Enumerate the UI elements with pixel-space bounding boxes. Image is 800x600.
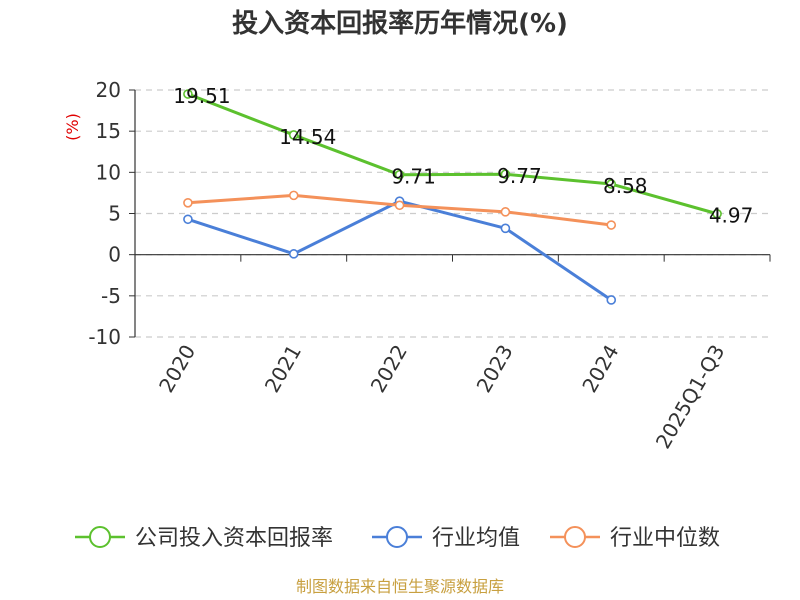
axis-layer: 20 15 10 5 0 -5 -10 2020 2021 2022 2023 2024 2025Q1-…: [88, 78, 771, 453]
x-tick-label: 2022: [366, 341, 412, 397]
legend-label: 行业均值: [432, 526, 520, 551]
legend-label: 公司投入资本回报率: [135, 526, 333, 551]
legend-label: 行业中位数: [610, 526, 720, 551]
data-label: 8.58: [603, 174, 648, 198]
y-tick-label: 20: [96, 78, 121, 102]
x-tick-label: 2025Q1-Q3: [651, 341, 730, 453]
x-tick-label: 2024: [577, 341, 623, 397]
data-label-layer: 19.51 14.54 9.71 9.77 8.58 4.97: [173, 84, 753, 228]
data-label: 9.77: [497, 164, 542, 188]
data-point: [606, 295, 617, 305]
y-tick-label: 5: [108, 202, 121, 226]
series-layer: [183, 89, 722, 305]
data-point: [606, 179, 617, 189]
data-point: [394, 169, 405, 180]
data-point: [394, 200, 405, 211]
y-tick-label: 15: [96, 119, 121, 143]
data-point: [500, 223, 511, 234]
y-tick-label: -10: [88, 325, 121, 349]
x-tick-label: 2021: [260, 341, 306, 397]
data-label: 9.71: [391, 165, 436, 189]
x-tick-label: 2020: [154, 341, 200, 397]
data-point: [606, 220, 617, 230]
data-point: [288, 249, 299, 259]
data-point: [500, 169, 511, 180]
data-point: [712, 208, 722, 219]
data-label: 14.54: [279, 125, 336, 149]
legend-item-1[interactable]: 行业均值: [372, 526, 520, 551]
data-point: [183, 197, 193, 208]
data-point: [288, 190, 299, 201]
source-note: 制图数据来自恒生聚源数据库: [296, 577, 504, 596]
data-label: 19.51: [173, 84, 230, 108]
legend-item-2[interactable]: 行业中位数: [550, 526, 720, 551]
data-point: [183, 89, 193, 99]
data-point: [183, 214, 193, 225]
data-point: [500, 207, 511, 217]
y-tick-label: 10: [96, 160, 121, 184]
legend-marker: [564, 526, 586, 548]
legend-marker: [89, 526, 111, 548]
series-line-0: [187, 92, 718, 216]
y-tick-label: 0: [108, 243, 121, 267]
data-label: 4.97: [709, 204, 754, 228]
x-tick-label: 2023: [472, 341, 518, 397]
data-point: [288, 130, 299, 140]
legend: 公司投入资本回报率 行业均值 行业中位数: [75, 526, 720, 551]
y-axis-unit-label: (%): [63, 113, 82, 141]
legend-item-0[interactable]: 公司投入资本回报率: [75, 526, 333, 551]
chart-title: 投入资本回报率历年情况(%): [232, 8, 568, 39]
legend-marker: [386, 526, 408, 548]
y-tick-label: -5: [101, 284, 121, 308]
